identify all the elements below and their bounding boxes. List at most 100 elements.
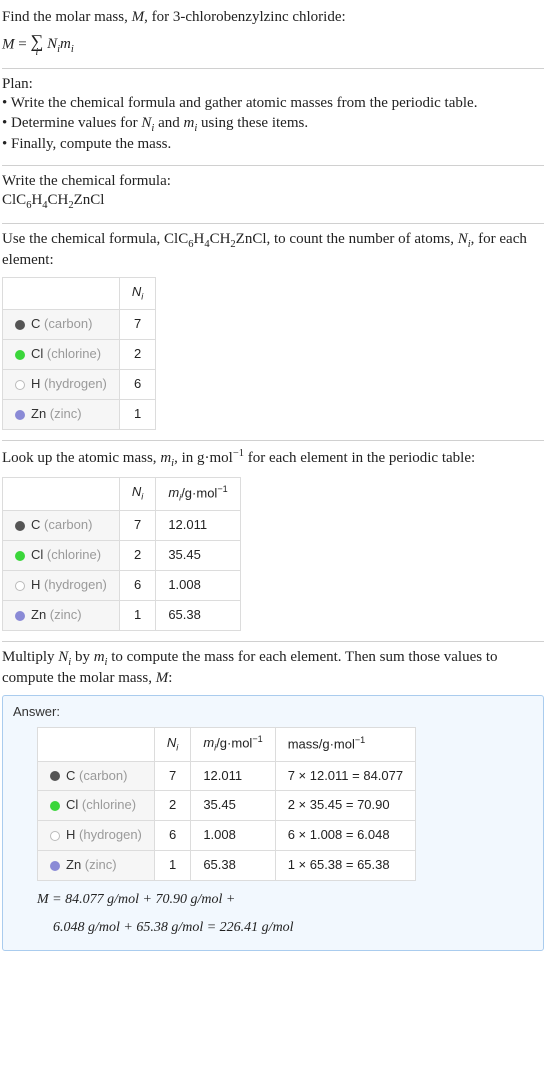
chemical-formula: ClC6H4CH2ZnCl: [2, 191, 544, 213]
table-row: C (carbon)712.011: [3, 511, 241, 541]
plan-heading: Plan:: [2, 75, 544, 95]
table-header-row: Ni: [3, 277, 156, 309]
table-header-row: Ni mi/g·mol−1: [3, 477, 241, 511]
element-cell: Cl (chlorine): [3, 340, 120, 370]
table-header-row: Ni mi/g·mol−1 mass/g·mol−1: [38, 727, 416, 761]
write-formula-section: Write the chemical formula: ClC6H4CH2ZnC…: [2, 168, 544, 221]
table-header-mass: mass/g·mol−1: [275, 727, 415, 761]
var-M: M: [156, 670, 169, 686]
mass-cell: 6 × 1.008 = 6.048: [275, 821, 415, 851]
table-header-mi: mi/g·mol−1: [156, 477, 240, 511]
element-dot-icon: [15, 350, 25, 360]
chemical-formula-inline: ClC6H4CH2ZnCl: [164, 231, 266, 247]
element-dot-icon: [15, 551, 25, 561]
ni-cell: 7: [119, 310, 155, 340]
ni-cell: 6: [119, 370, 155, 400]
final-equation-line2: 6.048 g/mol + 65.38 g/mol = 226.41 g/mol: [53, 919, 533, 937]
table-header-mi: mi/g·mol−1: [191, 727, 275, 761]
element-cell: Zn (zinc): [3, 600, 120, 630]
ni-cell: 1: [154, 851, 190, 881]
element-cell: H (hydrogen): [3, 370, 120, 400]
ni-cell: 2: [119, 340, 155, 370]
var-mi: mi: [60, 36, 74, 52]
mass-cell: 2 × 35.45 = 70.90: [275, 791, 415, 821]
molar-mass-formula: M = ∑i Nimi: [2, 32, 544, 58]
divider: [2, 68, 544, 69]
var-mi: mi: [183, 115, 197, 131]
count-atoms-section: Use the chemical formula, ClC6H4CH2ZnCl,…: [2, 226, 544, 438]
element-cell: Cl (chlorine): [3, 541, 120, 571]
ni-cell: 6: [154, 821, 190, 851]
table-header-ni: Ni: [119, 277, 155, 309]
table-header-ni: Ni: [154, 727, 190, 761]
mass-cell: 1 × 65.38 = 65.38: [275, 851, 415, 881]
element-cell: Zn (zinc): [3, 400, 120, 430]
var-mi: mi: [94, 649, 108, 665]
intro-text: Find the molar mass,: [2, 9, 132, 25]
table-row: C (carbon)712.0117 × 12.011 = 84.077: [38, 761, 416, 791]
final-equation-line1: M = 84.077 g/mol + 70.90 g/mol +: [37, 891, 533, 909]
intro-line1: Find the molar mass, M, for 3-chlorobenz…: [2, 8, 544, 28]
intro-text: , for 3-chlorobenzylzinc chloride:: [144, 9, 346, 25]
table-row: H (hydrogen)61.008: [3, 571, 241, 601]
ni-cell: 1: [119, 400, 155, 430]
divider: [2, 165, 544, 166]
ni-cell: 2: [154, 791, 190, 821]
table-row: Cl (chlorine)235.452 × 35.45 = 70.90: [38, 791, 416, 821]
element-dot-icon: [15, 410, 25, 420]
plan-bullet: • Finally, compute the mass.: [2, 135, 544, 155]
element-dot-icon: [15, 380, 25, 390]
var-Ni: Ni: [458, 231, 471, 247]
mi-cell: 35.45: [156, 541, 240, 571]
ni-cell: 7: [119, 511, 155, 541]
multiply-text: Multiply Ni by mi to compute the mass fo…: [2, 648, 544, 689]
mass-cell: 7 × 12.011 = 84.077: [275, 761, 415, 791]
divider: [2, 223, 544, 224]
var-M: M: [132, 9, 145, 25]
element-dot-icon: [15, 521, 25, 531]
element-dot-icon: [50, 771, 60, 781]
var-Ni: Ni: [58, 649, 71, 665]
ni-cell: 6: [119, 571, 155, 601]
table-row: H (hydrogen)6: [3, 370, 156, 400]
mi-cell: 65.38: [191, 851, 275, 881]
plan-section: Plan: • Write the chemical formula and g…: [2, 71, 544, 163]
ni-cell: 7: [154, 761, 190, 791]
var-Ni: Ni: [47, 36, 60, 52]
divider: [2, 641, 544, 642]
atomic-mass-section: Look up the atomic mass, mi, in g·mol−1 …: [2, 443, 544, 639]
element-cell: C (carbon): [38, 761, 155, 791]
mi-cell: 12.011: [191, 761, 275, 791]
table-row: H (hydrogen)61.0086 × 1.008 = 6.048: [38, 821, 416, 851]
ni-cell: 2: [119, 541, 155, 571]
table-row: C (carbon)7: [3, 310, 156, 340]
table-row: Zn (zinc)165.381 × 65.38 = 65.38: [38, 851, 416, 881]
table-header-empty: [3, 477, 120, 511]
element-dot-icon: [50, 861, 60, 871]
ni-cell: 1: [119, 600, 155, 630]
table-row: Zn (zinc)165.38: [3, 600, 241, 630]
element-cell: Zn (zinc): [38, 851, 155, 881]
atomic-mass-table: Ni mi/g·mol−1 C (carbon)712.011 Cl (chlo…: [2, 477, 241, 631]
plan-bullet: • Determine values for Ni and mi using t…: [2, 114, 544, 136]
table-row: Zn (zinc)1: [3, 400, 156, 430]
table-header-empty: [38, 727, 155, 761]
var-Ni: Ni: [141, 115, 154, 131]
write-formula-heading: Write the chemical formula:: [2, 172, 544, 192]
mi-cell: 1.008: [191, 821, 275, 851]
element-dot-icon: [15, 611, 25, 621]
table-row: Cl (chlorine)2: [3, 340, 156, 370]
var-M: M: [2, 36, 15, 52]
summation: ∑i: [30, 32, 43, 58]
mi-cell: 35.45: [191, 791, 275, 821]
mi-cell: 12.011: [156, 511, 240, 541]
answer-box: Answer: Ni mi/g·mol−1 mass/g·mol−1 C (ca…: [2, 695, 544, 951]
count-atoms-text: Use the chemical formula, ClC6H4CH2ZnCl,…: [2, 230, 544, 271]
element-cell: C (carbon): [3, 511, 120, 541]
element-cell: C (carbon): [3, 310, 120, 340]
element-dot-icon: [15, 320, 25, 330]
element-dot-icon: [50, 831, 60, 841]
atomic-mass-text: Look up the atomic mass, mi, in g·mol−1 …: [2, 447, 544, 471]
answer-table: Ni mi/g·mol−1 mass/g·mol−1 C (carbon)712…: [37, 727, 416, 881]
table-row: Cl (chlorine)235.45: [3, 541, 241, 571]
